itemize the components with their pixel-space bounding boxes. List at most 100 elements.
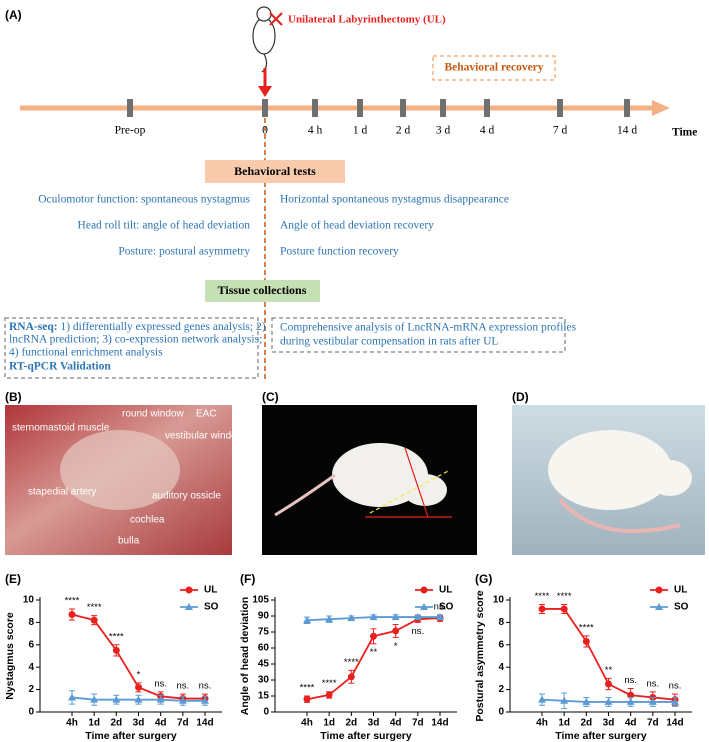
legend-label: SO (204, 602, 219, 613)
timeline-label: 4 d (480, 125, 495, 137)
point (68, 611, 76, 619)
y-tick-label: 90 (258, 611, 270, 622)
test-right: Posture function recovery (280, 246, 399, 258)
red-x (269, 12, 283, 26)
point (325, 691, 333, 699)
test-left: Head roll tilt: angle of head deviation (78, 220, 251, 232)
point (392, 627, 400, 635)
point (370, 632, 377, 640)
significance: **** (65, 595, 80, 606)
y-tick-label: 0 (28, 707, 34, 718)
significance: ns. (176, 681, 189, 692)
y-tick-label: 0 (498, 707, 504, 718)
significance: ns. (646, 678, 659, 689)
timeline-label: 0 (262, 125, 268, 137)
significance: **** (87, 602, 102, 613)
rnaseq-line: RNA-seq: 1) differentially expressed gen… (9, 321, 266, 333)
y-tick-label: 15 (258, 691, 270, 702)
timeline-tick (312, 99, 318, 117)
timeline-arrow (652, 100, 670, 116)
tests-box (205, 160, 345, 183)
anatomy-label: round window (122, 409, 184, 420)
y-tick-label: 10 (23, 595, 35, 606)
time-label: Time (672, 127, 697, 139)
timeline-tick (440, 99, 446, 117)
panel-label: (G) (475, 572, 492, 586)
mouse-icon (252, 6, 276, 73)
x-tick-label: 4d (390, 718, 402, 729)
timeline-tick (624, 99, 630, 117)
y-tick-label: 8 (498, 617, 504, 628)
significance: ** (370, 647, 378, 658)
test-left: Oculomotor function: spontaneous nystagm… (38, 194, 250, 206)
point (347, 673, 355, 681)
point (626, 697, 635, 705)
legend-label: SO (674, 602, 689, 613)
point (112, 695, 121, 703)
analysis-text: during vestibular compensation in rats a… (280, 336, 498, 348)
y-axis-label: Angle of head deviation (239, 597, 251, 715)
timeline-tick (400, 99, 406, 117)
significance: **** (109, 631, 124, 642)
significance: * (394, 641, 398, 652)
x-tick-label: 4h (536, 718, 548, 729)
x-tick-label: 2d (110, 718, 122, 729)
panel-label: (F) (240, 572, 255, 586)
timeline-label: 14 d (617, 125, 637, 137)
point (604, 697, 613, 705)
point (538, 695, 546, 703)
x-tick-label: 1d (88, 718, 100, 729)
y-tick-label: 4 (498, 662, 504, 673)
point (582, 697, 591, 705)
point (391, 613, 400, 621)
x-tick-label: 2d (580, 718, 592, 729)
legend-marker (185, 586, 193, 594)
x-tick-label: 1d (558, 718, 570, 729)
x-tick-label: 2d (345, 718, 357, 729)
timeline-label: 4 h (308, 125, 323, 137)
point (648, 697, 657, 705)
y-tick-label: 0 (263, 707, 269, 718)
test-left: Posture: postural asymmetry (118, 246, 250, 258)
point (303, 695, 311, 703)
significance: **** (557, 591, 572, 602)
legend-marker (420, 586, 428, 594)
x-axis-label: Time after surgery (555, 730, 647, 742)
tests-title: Behavioral tests (234, 164, 316, 178)
y-tick-label: 30 (258, 675, 270, 686)
photo-b-detail (60, 430, 180, 510)
panel-label: (E) (5, 572, 21, 586)
y-tick-label: 2 (28, 684, 34, 695)
analysis-text: Comprehensive analysis of LncRNA-mRNA ex… (280, 322, 577, 334)
analysis-box (271, 317, 566, 353)
significance: ns. (434, 601, 447, 612)
timeline-tick (127, 99, 133, 117)
rnaseq-head: RNA-seq: (9, 321, 58, 333)
tissue-title: Tissue collections (218, 283, 307, 297)
significance: ns. (154, 678, 167, 689)
panel-label: (D) (512, 390, 529, 404)
y-tick-label: 2 (498, 684, 504, 695)
legend-marker (185, 603, 193, 610)
point (68, 693, 76, 701)
timeline-label: 2 d (396, 125, 411, 137)
point (671, 697, 679, 705)
timeline-tick (357, 99, 363, 117)
anatomy-label: sternomastoid muscle (12, 423, 110, 434)
x-tick-label: 3d (133, 718, 145, 729)
significance: **** (300, 683, 315, 694)
x-tick-label: 14d (196, 718, 213, 729)
y-tick-label: 45 (258, 659, 270, 670)
timeline-tick (484, 99, 490, 117)
photo-d-rat (548, 430, 692, 534)
rnaseq-text: 1) differentially expressed genes analys… (58, 321, 266, 333)
panel-label: (C) (262, 390, 279, 404)
timeline-tick (262, 99, 268, 117)
y-tick-label: 6 (498, 639, 504, 650)
y-tick-label: 4 (28, 662, 34, 673)
point (413, 613, 422, 621)
point (347, 614, 356, 622)
point (369, 613, 378, 621)
panel-label: (A) (5, 8, 22, 22)
